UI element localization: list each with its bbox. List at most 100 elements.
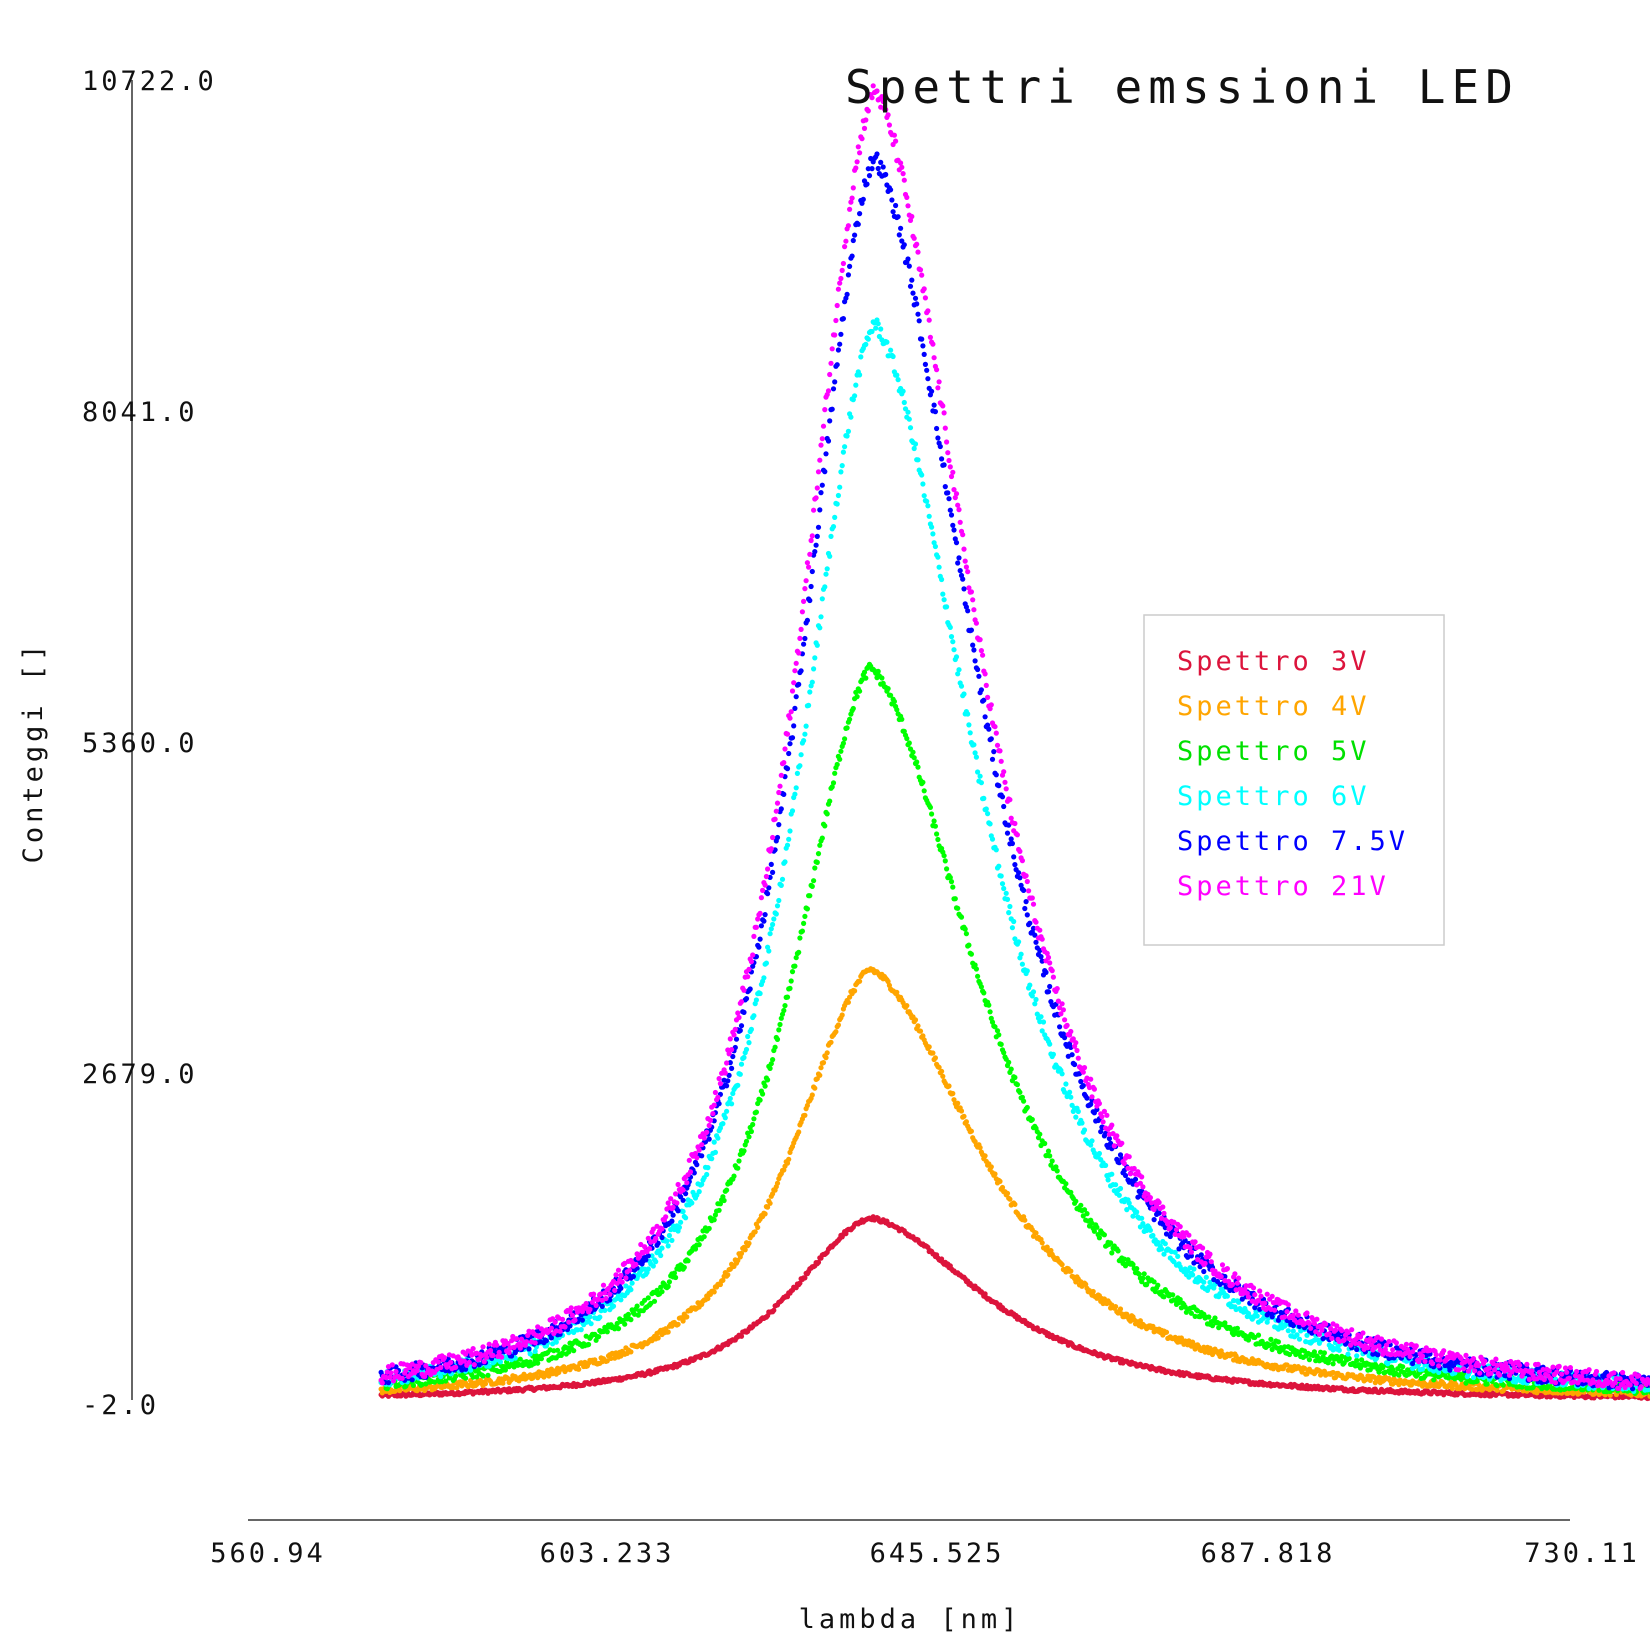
data-point <box>729 1101 735 1107</box>
data-point <box>893 202 899 209</box>
data-point <box>546 1373 552 1379</box>
data-point <box>910 749 916 755</box>
data-point <box>1203 1274 1209 1280</box>
data-point <box>864 181 870 187</box>
data-point <box>1113 1304 1119 1310</box>
data-point <box>819 596 825 602</box>
data-point <box>987 1009 993 1015</box>
data-point <box>802 1275 808 1281</box>
data-point <box>915 457 921 463</box>
data-point <box>978 780 985 786</box>
data-point <box>784 842 791 848</box>
data-point <box>692 1246 699 1252</box>
data-point <box>1109 1250 1115 1256</box>
data-point <box>717 1201 724 1207</box>
data-point <box>385 1380 392 1386</box>
data-point <box>806 702 812 709</box>
data-point <box>738 1333 745 1339</box>
data-point <box>905 256 911 262</box>
data-point <box>966 722 972 728</box>
data-point <box>889 197 895 203</box>
data-point <box>842 736 848 742</box>
data-point <box>776 1027 782 1033</box>
data-point <box>952 896 958 902</box>
data-point <box>1190 1272 1196 1278</box>
series-layer <box>378 83 1650 1402</box>
data-point <box>986 726 992 732</box>
data-point <box>1007 903 1013 910</box>
data-point <box>1004 830 1011 836</box>
data-point <box>470 1374 476 1380</box>
data-point <box>947 624 953 631</box>
data-point <box>1400 1364 1406 1370</box>
data-point <box>551 1348 557 1354</box>
data-point <box>1115 1248 1121 1254</box>
data-point <box>797 1280 803 1286</box>
data-point <box>985 811 991 817</box>
data-point <box>999 1184 1006 1191</box>
data-point <box>578 1327 584 1333</box>
data-point <box>793 694 799 700</box>
data-point <box>920 481 926 487</box>
data-point <box>1321 1350 1327 1356</box>
data-point <box>832 379 838 385</box>
data-point <box>850 237 856 244</box>
data-point <box>1049 1158 1055 1164</box>
data-point <box>1047 1153 1053 1159</box>
data-point <box>673 1274 679 1281</box>
data-point <box>1306 1357 1312 1363</box>
data-point <box>696 1189 702 1195</box>
data-point <box>857 372 863 378</box>
data-point <box>849 253 855 259</box>
data-point <box>880 164 886 170</box>
data-point <box>1063 1081 1069 1087</box>
data-point <box>665 1329 671 1335</box>
data-point <box>699 1153 705 1159</box>
data-point <box>878 159 884 165</box>
data-point <box>618 1297 624 1303</box>
data-point <box>748 1026 755 1032</box>
data-point <box>924 498 930 504</box>
data-point <box>1081 1127 1088 1133</box>
data-point <box>844 433 850 439</box>
data-point <box>752 1229 758 1235</box>
data-point <box>1039 1240 1045 1246</box>
data-point <box>746 1134 752 1140</box>
data-point <box>720 1121 726 1127</box>
data-point <box>926 513 932 519</box>
data-point <box>992 1171 998 1177</box>
data-point <box>1163 1329 1170 1335</box>
data-point <box>459 1383 465 1389</box>
data-point <box>891 698 898 705</box>
data-point <box>932 823 939 829</box>
data-point <box>725 1078 731 1084</box>
data-point <box>1073 1198 1079 1204</box>
data-point <box>1354 1353 1360 1359</box>
data-point <box>751 1013 757 1019</box>
data-point <box>945 490 951 496</box>
data-point <box>1147 1227 1153 1233</box>
data-point <box>1484 1381 1490 1387</box>
data-point <box>1038 954 1044 960</box>
data-point <box>971 742 977 748</box>
data-point <box>762 912 768 918</box>
data-point <box>1122 1172 1129 1179</box>
data-point <box>1139 1215 1145 1221</box>
data-point <box>1033 996 1039 1003</box>
data-point <box>818 1065 824 1071</box>
data-point <box>858 354 864 360</box>
data-point <box>397 1388 403 1394</box>
data-point <box>705 1295 711 1302</box>
data-point <box>958 914 965 920</box>
data-point <box>635 1312 641 1318</box>
data-point <box>906 740 912 746</box>
data-point <box>1500 1382 1506 1388</box>
data-point <box>807 893 813 899</box>
data-point <box>1017 1089 1023 1095</box>
data-point <box>854 694 860 700</box>
data-point <box>817 507 823 513</box>
data-point <box>929 811 935 817</box>
data-point <box>965 608 971 614</box>
data-point <box>586 1341 592 1348</box>
data-point <box>818 490 824 496</box>
